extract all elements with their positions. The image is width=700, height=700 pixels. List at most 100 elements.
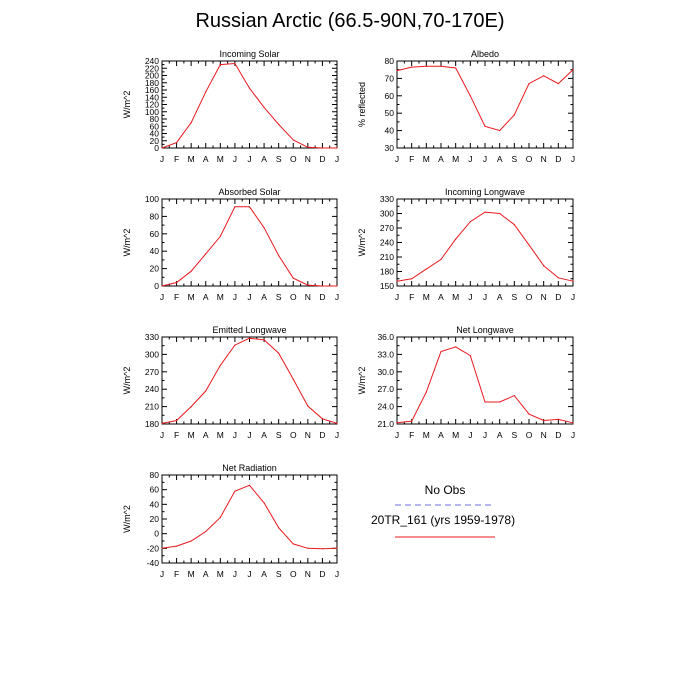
y-tick-label: 60 [385, 91, 395, 101]
data-point [484, 125, 486, 127]
series-line [396, 211, 574, 282]
x-tick-label: A [497, 430, 503, 440]
y-tick-label: 200 [145, 71, 159, 81]
x-tick-label: A [497, 292, 503, 302]
data-point [528, 413, 530, 415]
panel-title: Incoming Solar [219, 49, 279, 59]
x-tick-label: S [276, 430, 282, 440]
x-tick-label: F [174, 292, 179, 302]
x-tick-label: S [276, 569, 282, 579]
data-point [292, 378, 294, 380]
data-point [513, 114, 515, 116]
series-line [396, 65, 574, 132]
data-point [175, 141, 178, 144]
y-tick-label: 300 [145, 349, 159, 359]
x-tick-label: A [203, 569, 209, 579]
x-tick-label: M [188, 154, 195, 164]
data-point [307, 146, 309, 148]
y-tick-label: 330 [145, 332, 159, 342]
x-tick-label: D [555, 430, 561, 440]
y-tick-label: 160 [145, 85, 159, 95]
plot-frame [161, 336, 338, 425]
x-tick-label: M [217, 292, 224, 302]
x-tick-label: N [305, 154, 311, 164]
x-tick-label: J [160, 430, 164, 440]
y-tick-label: 27.0 [377, 384, 394, 394]
x-tick-label: F [409, 292, 414, 302]
x-tick-label: J [233, 154, 237, 164]
series-line [161, 337, 338, 424]
x-tick-label: J [483, 430, 487, 440]
data-point [499, 401, 501, 403]
data-point [440, 258, 442, 261]
data-point [190, 406, 192, 408]
x-tick-label: D [319, 154, 325, 164]
data-point [219, 64, 221, 66]
y-tick-label: -20 [147, 543, 160, 553]
series-line [161, 206, 337, 287]
legend-model-label: 20TR_161 (yrs 1959-1978) [371, 513, 515, 527]
x-tick-label: J [233, 569, 237, 579]
y-axis-label: W/m^2 [122, 367, 132, 395]
y-tick-label: 300 [380, 209, 394, 219]
data-point [292, 543, 294, 545]
x-tick-label: F [174, 430, 179, 440]
y-tick-label: 330 [380, 194, 394, 204]
x-tick-label: D [555, 292, 561, 302]
data-point [557, 277, 559, 279]
x-tick-label: D [319, 569, 325, 579]
series-line [161, 484, 338, 550]
x-tick-label: O [290, 430, 297, 440]
y-tick-label: 24.0 [377, 402, 394, 412]
x-tick-label: M [188, 569, 195, 579]
x-tick-label: J [160, 292, 164, 302]
x-tick-label: J [468, 430, 472, 440]
x-tick-label: N [305, 569, 311, 579]
y-tick-label: 180 [145, 419, 159, 429]
data-point [234, 62, 236, 65]
data-point [234, 490, 236, 492]
x-tick-label: O [290, 292, 297, 302]
y-tick-label: 60 [150, 229, 160, 239]
data-point [528, 244, 530, 246]
data-point [321, 285, 324, 287]
y-axis-label: % reflected [357, 82, 367, 127]
data-point [425, 391, 427, 393]
x-tick-label: S [276, 154, 282, 164]
x-tick-label: F [174, 154, 179, 164]
data-point [307, 284, 309, 286]
x-tick-label: M [217, 154, 224, 164]
y-tick-label: 150 [380, 281, 394, 291]
y-tick-label: 40 [150, 499, 160, 509]
x-tick-label: J [335, 569, 339, 579]
legend-obs-label: No Obs [425, 483, 466, 497]
x-tick-label: N [541, 430, 547, 440]
y-tick-label: 20 [150, 514, 160, 524]
y-tick-label: -40 [147, 558, 160, 568]
y-tick-label: 60 [150, 485, 160, 495]
data-point [292, 139, 294, 141]
data-point [411, 278, 413, 280]
y-tick-label: 100 [145, 107, 159, 117]
x-tick-label: J [468, 154, 472, 164]
plot-frame [396, 60, 574, 149]
x-tick-label: A [438, 292, 444, 302]
x-tick-label: N [541, 154, 547, 164]
x-tick-label: J [483, 154, 487, 164]
y-tick-label: 240 [380, 238, 394, 248]
x-tick-label: J [571, 430, 575, 440]
x-tick-label: M [452, 154, 459, 164]
y-tick-label: 0 [154, 143, 159, 153]
y-tick-label: 240 [145, 384, 159, 394]
data-point [307, 547, 309, 549]
data-point [219, 516, 221, 519]
data-point [161, 422, 163, 425]
y-tick-label: 220 [145, 63, 159, 73]
data-point [455, 238, 457, 240]
x-tick-label: J [247, 430, 251, 440]
series-line [396, 346, 574, 424]
y-tick-label: 30.0 [377, 367, 394, 377]
x-tick-label: M [423, 292, 430, 302]
